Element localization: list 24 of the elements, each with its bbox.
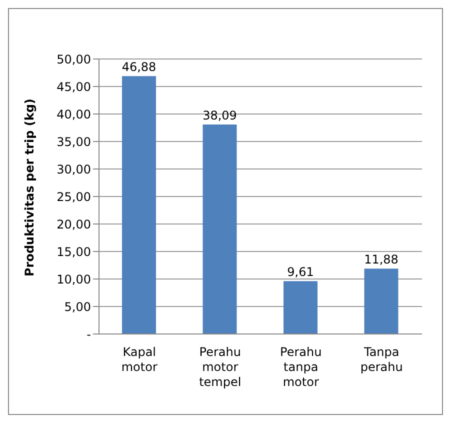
- y-tick-label: 40,00: [56, 107, 91, 122]
- x-tick-label: Perahu motor tempel: [199, 345, 242, 389]
- bar: [202, 124, 237, 334]
- bar: [284, 281, 318, 334]
- y-tick-label: 25,00: [56, 190, 91, 204]
- y-tick-label: 15,00: [56, 244, 91, 259]
- bar: [122, 76, 156, 334]
- y-tick-label: 5,00: [64, 300, 91, 314]
- y-tick-label: -: [86, 327, 91, 342]
- bar: [364, 268, 398, 334]
- y-tick-label: 45,00: [56, 80, 91, 94]
- y-tick-label: 20,00: [56, 217, 91, 232]
- data-label: 11,88: [364, 252, 398, 267]
- x-tick-label: Kapal motor: [121, 345, 158, 374]
- y-axis-title: Produktivitas per trip (kg): [22, 98, 36, 276]
- x-tick-label: Tanpa perahu: [360, 345, 403, 374]
- y-tick-label: 50,00: [56, 52, 91, 66]
- data-label: 9,61: [287, 265, 314, 280]
- x-tick-label: Perahu tanpa motor: [280, 345, 322, 389]
- data-label: 38,09: [202, 108, 237, 123]
- data-label: 46,88: [122, 60, 156, 74]
- y-tick-label: 35,00: [56, 134, 91, 149]
- y-tick-label: 10,00: [56, 272, 91, 286]
- y-tick-label: 30,00: [56, 162, 91, 176]
